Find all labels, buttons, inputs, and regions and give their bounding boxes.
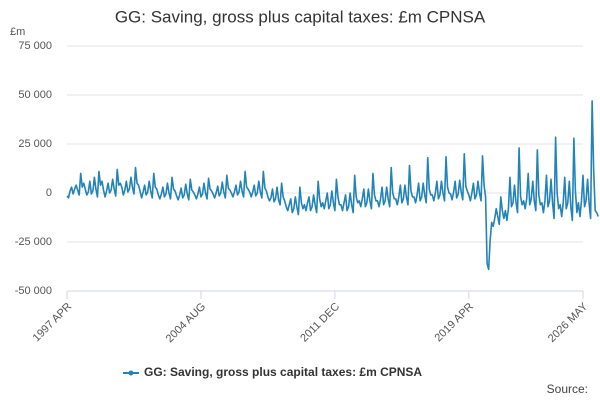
x-tick-label: 1997 APR <box>31 301 75 345</box>
x-tick-label: 2011 DEC <box>298 301 342 345</box>
legend-label: GG: Saving, gross plus capital taxes: £m… <box>144 365 422 379</box>
y-tick-label: -50 000 <box>15 285 52 297</box>
y-tick-label: 25 000 <box>18 138 52 150</box>
y-tick-label: 0 <box>46 187 52 199</box>
x-tick-label: 2004 AUG <box>164 301 208 345</box>
source: Source: <box>547 382 588 396</box>
y-unit: £m <box>10 26 25 38</box>
x-tick-label: 2026 MAY <box>546 300 591 345</box>
y-tick-label: 75 000 <box>18 40 52 52</box>
x-tick-label: 2019 APR <box>432 301 476 345</box>
y-tick-label: -25 000 <box>15 236 52 248</box>
data-line <box>66 100 599 271</box>
y-tick-label: 50 000 <box>18 89 52 101</box>
legend-marker <box>128 370 134 376</box>
chart-title: GG: Saving, gross plus capital taxes: £m… <box>115 7 486 26</box>
